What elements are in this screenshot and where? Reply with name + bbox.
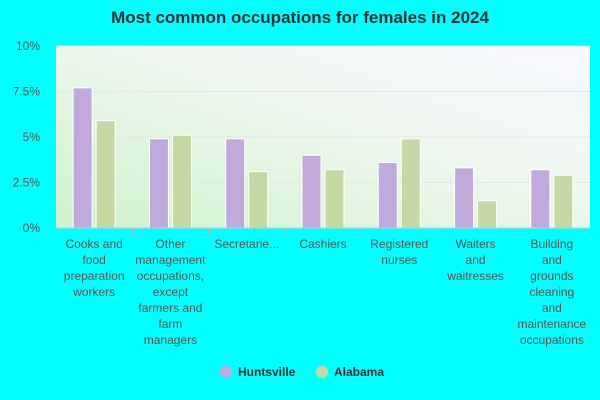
bar-alabama[interactable] bbox=[171, 134, 192, 229]
category-label-line: preparation bbox=[64, 269, 125, 283]
y-tick-label: 7.5% bbox=[13, 85, 41, 99]
category-label-line: occupations, bbox=[137, 269, 204, 283]
category-label: Secretarie... bbox=[214, 237, 279, 251]
bar-huntsville[interactable] bbox=[530, 169, 551, 229]
category-label-line: Registered bbox=[370, 237, 428, 251]
category-label-line: Building bbox=[531, 237, 574, 251]
category-label-line: waitresses bbox=[446, 269, 504, 283]
bar-huntsville[interactable] bbox=[72, 87, 93, 229]
category-label: Cashiers bbox=[299, 237, 346, 251]
bar-huntsville[interactable] bbox=[454, 167, 475, 229]
category-label-line: and bbox=[466, 253, 486, 267]
category-label-line: and bbox=[542, 253, 562, 267]
category-label-line: except bbox=[153, 285, 189, 299]
category-label-line: farm bbox=[158, 317, 182, 331]
category-label-line: maintenance bbox=[517, 317, 586, 331]
y-tick-label: 2.5% bbox=[13, 176, 41, 190]
category-label-line: nurses bbox=[381, 253, 417, 267]
bar-huntsville[interactable] bbox=[301, 154, 322, 229]
category-label-line: farmers and bbox=[138, 301, 202, 315]
y-axis: 0% 2.5% 5% 7.5% 10% bbox=[13, 39, 41, 235]
y-tick-label: 10% bbox=[16, 39, 40, 53]
category-label: Registered nurses bbox=[370, 237, 428, 267]
category-label-line: food bbox=[82, 253, 105, 267]
category-label: Other management occupations, except farmers… bbox=[135, 237, 206, 347]
bar-alabama[interactable] bbox=[400, 138, 421, 229]
bar-alabama[interactable] bbox=[95, 120, 116, 229]
category-label-line: and bbox=[542, 301, 562, 315]
bar-huntsville[interactable] bbox=[225, 138, 246, 229]
category-label-line: Cashiers bbox=[299, 237, 346, 251]
category-label: Waiters and waitresses bbox=[446, 237, 504, 283]
bar-alabama[interactable] bbox=[248, 171, 269, 229]
category-label-line: Secretarie... bbox=[214, 237, 279, 251]
bar-alabama[interactable] bbox=[477, 200, 498, 229]
legend-swatch-huntsville bbox=[220, 366, 232, 378]
category-label-line: grounds bbox=[530, 269, 573, 283]
bar-huntsville[interactable] bbox=[148, 138, 169, 229]
category-label-line: Other bbox=[155, 237, 185, 251]
category-label: Cooks and food preparation workers bbox=[64, 237, 125, 299]
category-label-line: occupations bbox=[520, 333, 584, 347]
legend: Huntsville Alabama bbox=[220, 365, 384, 379]
bar-alabama[interactable] bbox=[553, 174, 574, 229]
legend-swatch-alabama bbox=[316, 366, 328, 378]
legend-label-alabama: Alabama bbox=[334, 365, 384, 379]
y-tick-label: 0% bbox=[23, 221, 41, 235]
y-tick-label: 5% bbox=[23, 130, 41, 144]
bar-alabama[interactable] bbox=[324, 169, 345, 229]
category-label-line: workers bbox=[72, 285, 115, 299]
category-label-line: Cooks and bbox=[65, 237, 122, 251]
legend-label-huntsville: Huntsville bbox=[238, 365, 296, 379]
category-label-line: Waiters bbox=[455, 237, 495, 251]
category-label: Building and grounds cleaning and maintenance… bbox=[517, 237, 586, 347]
x-axis: Cooks and food preparation workers Other mana… bbox=[56, 227, 590, 347]
chart-title: Most common occupations for females in 2… bbox=[111, 8, 489, 27]
category-label-line: managers bbox=[144, 333, 197, 347]
category-label-line: management bbox=[135, 253, 206, 267]
bar-huntsville[interactable] bbox=[377, 161, 398, 229]
category-label-line: cleaning bbox=[530, 285, 575, 299]
